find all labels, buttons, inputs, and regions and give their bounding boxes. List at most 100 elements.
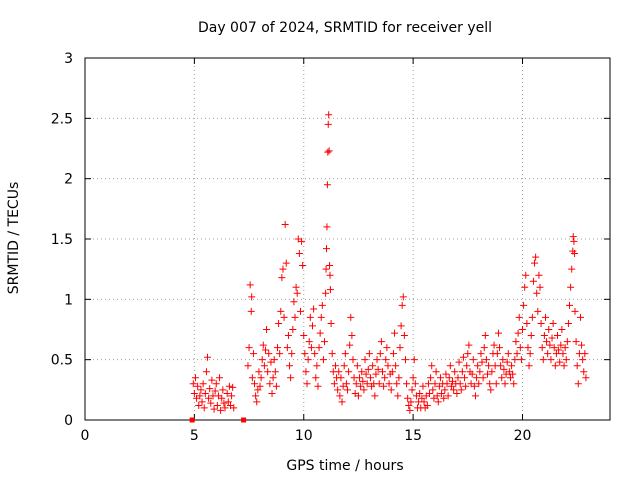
data-point xyxy=(229,383,237,391)
data-point xyxy=(328,350,336,358)
data-point xyxy=(251,380,259,388)
data-point xyxy=(534,307,542,315)
data-point xyxy=(373,356,381,364)
data-point xyxy=(581,350,589,358)
data-point xyxy=(334,386,342,394)
data-point xyxy=(363,380,371,388)
data-point xyxy=(384,362,392,370)
data-point xyxy=(270,356,278,364)
data-point xyxy=(457,386,465,394)
data-point xyxy=(579,356,587,364)
data-point xyxy=(304,356,312,364)
data-point xyxy=(248,293,256,301)
data-point xyxy=(407,398,415,406)
data-point xyxy=(509,370,517,378)
data-point xyxy=(468,370,476,378)
data-point xyxy=(340,362,348,370)
data-point xyxy=(471,392,479,400)
data-point xyxy=(348,332,356,340)
data-point xyxy=(508,362,516,370)
data-point xyxy=(190,389,198,397)
data-point xyxy=(458,368,466,376)
data-point xyxy=(194,382,202,390)
data-point xyxy=(223,389,231,397)
data-point xyxy=(371,392,379,400)
x-tick-label: 0 xyxy=(81,428,90,444)
data-point xyxy=(197,386,205,394)
data-point xyxy=(551,362,559,370)
data-point xyxy=(528,313,536,321)
data-point xyxy=(485,362,493,370)
data-point xyxy=(498,374,506,382)
data-point xyxy=(204,353,211,361)
data-point xyxy=(252,392,260,400)
data-point xyxy=(225,382,233,390)
data-point xyxy=(364,365,372,373)
tick-labels: 0 5 10 15 20 0 0.5 1 1.5 2 2.5 3 xyxy=(51,51,532,444)
data-point xyxy=(455,358,463,366)
data-points xyxy=(189,111,590,423)
data-point xyxy=(462,382,470,390)
data-point xyxy=(195,402,203,410)
data-point xyxy=(464,350,472,358)
x-tick-label: 15 xyxy=(404,428,422,444)
data-point xyxy=(447,382,455,390)
data-point xyxy=(416,389,424,397)
zero-marker xyxy=(241,417,247,423)
data-point xyxy=(372,370,380,378)
data-point xyxy=(552,350,560,358)
data-point xyxy=(474,362,482,370)
data-point xyxy=(538,344,546,352)
data-point xyxy=(347,313,355,321)
data-point xyxy=(559,350,567,358)
data-point xyxy=(573,362,581,370)
data-point xyxy=(258,356,266,364)
data-point xyxy=(325,111,333,119)
y-tick-label: 3 xyxy=(64,51,73,67)
data-point xyxy=(257,374,265,382)
data-point xyxy=(305,338,313,346)
data-point xyxy=(295,249,303,257)
data-point xyxy=(403,380,411,388)
data-point xyxy=(206,385,214,393)
data-point xyxy=(424,380,432,388)
data-point xyxy=(398,301,406,309)
data-point xyxy=(540,332,548,340)
data-point xyxy=(326,271,334,279)
data-point xyxy=(265,350,273,358)
data-point xyxy=(423,402,431,410)
data-point xyxy=(580,368,588,376)
data-point xyxy=(292,283,300,291)
data-point xyxy=(290,298,298,306)
data-point xyxy=(216,374,224,382)
data-point xyxy=(254,386,262,394)
data-point xyxy=(531,259,539,267)
data-point xyxy=(280,313,288,321)
data-point xyxy=(438,389,446,397)
data-point xyxy=(189,380,197,388)
data-point xyxy=(523,319,531,327)
grid xyxy=(85,58,610,420)
data-point xyxy=(410,356,418,364)
data-point xyxy=(353,362,361,370)
data-point xyxy=(337,374,345,382)
data-point xyxy=(545,326,553,333)
data-point xyxy=(409,374,417,382)
data-point xyxy=(205,394,213,402)
data-point xyxy=(465,341,473,349)
data-point xyxy=(379,368,386,376)
data-point xyxy=(247,307,255,315)
data-point xyxy=(513,350,521,358)
data-point xyxy=(569,233,577,241)
y-tick-label: 0 xyxy=(64,413,73,429)
data-point xyxy=(488,368,496,376)
data-point xyxy=(463,362,471,370)
data-point xyxy=(346,341,354,349)
data-point xyxy=(419,382,427,390)
data-point xyxy=(278,274,286,282)
data-point xyxy=(450,386,458,394)
data-point xyxy=(529,277,537,285)
data-point xyxy=(279,265,287,273)
data-point xyxy=(324,120,332,128)
data-point xyxy=(314,382,322,390)
